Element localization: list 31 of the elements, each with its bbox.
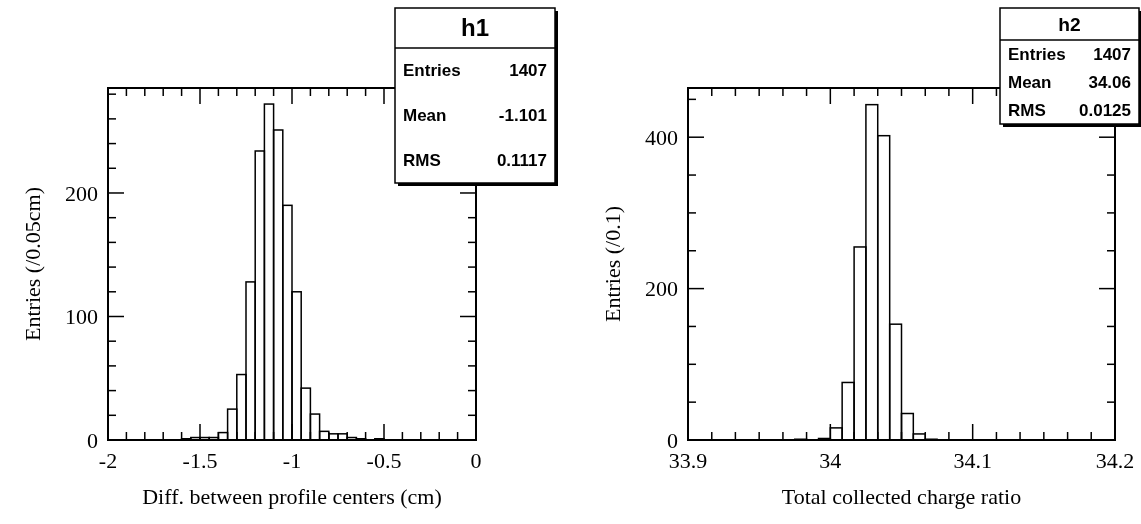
- annotation: 0.0125: [1079, 100, 1131, 120]
- text: h1: [460, 14, 490, 42]
- x-tick-label: 34: [819, 448, 842, 473]
- annotation: Mean: [403, 106, 447, 126]
- y-tick-label: 400: [645, 124, 678, 150]
- x-axis-title: Diff. between profile centers (cm): [142, 484, 442, 509]
- annotation: 34.06: [1088, 72, 1131, 92]
- y-tick-label: 200: [645, 276, 678, 302]
- y-axis-title: Entries (/0.05cm): [19, 187, 45, 341]
- annotation: RMS: [403, 151, 441, 171]
- x-tick-label: 34.2: [1095, 448, 1135, 473]
- x-tick-label: 34.1: [953, 448, 992, 473]
- y-tick-label: 200: [65, 180, 98, 206]
- x-tick-label: 0: [470, 448, 482, 473]
- x-tick-label: -0.5: [366, 448, 402, 473]
- y-tick-label: 0: [87, 427, 98, 453]
- text: Entries: [403, 61, 461, 81]
- text: 1407: [1093, 44, 1131, 64]
- x-axis-title: Total collected charge ratio: [781, 484, 1022, 509]
- x-tick-label: -1: [282, 448, 302, 473]
- x-tick-label: -1.5: [182, 448, 218, 473]
- text: Entries: [1008, 44, 1066, 64]
- x-tick-label: -2: [98, 448, 118, 473]
- annotation: RMS: [1008, 100, 1046, 120]
- text: 0.1117: [496, 151, 547, 171]
- text: 1407: [509, 61, 547, 81]
- annotation: Mean: [1008, 72, 1052, 92]
- text: -1.101: [498, 106, 547, 126]
- y-axis-title: Entries (/0.1): [599, 205, 625, 323]
- y-tick-label: 100: [65, 304, 98, 330]
- text: h2: [1058, 13, 1081, 35]
